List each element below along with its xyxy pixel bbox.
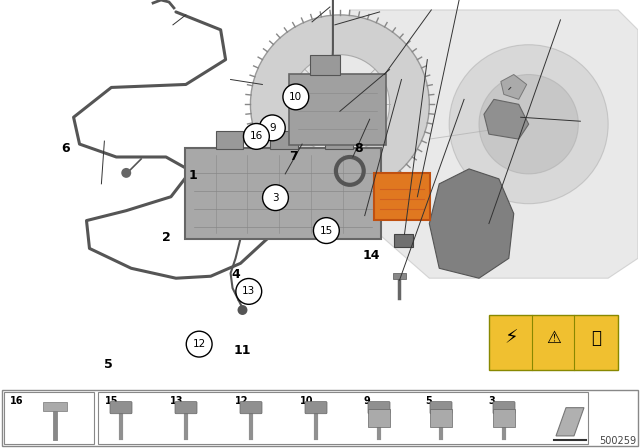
Text: 16: 16 xyxy=(10,396,24,405)
Text: 🖐: 🖐 xyxy=(591,329,601,347)
FancyBboxPatch shape xyxy=(310,55,340,74)
Circle shape xyxy=(283,84,308,110)
FancyBboxPatch shape xyxy=(98,392,588,444)
FancyBboxPatch shape xyxy=(489,315,618,370)
FancyBboxPatch shape xyxy=(493,409,515,427)
FancyBboxPatch shape xyxy=(368,409,390,427)
FancyBboxPatch shape xyxy=(43,401,67,411)
Circle shape xyxy=(186,331,212,357)
Text: 15: 15 xyxy=(320,226,333,236)
FancyBboxPatch shape xyxy=(325,131,353,149)
FancyBboxPatch shape xyxy=(175,401,197,414)
Circle shape xyxy=(236,279,262,304)
Text: ⚡: ⚡ xyxy=(504,328,518,347)
FancyBboxPatch shape xyxy=(493,401,515,414)
Circle shape xyxy=(320,85,360,124)
Text: 12: 12 xyxy=(193,339,206,349)
Text: 13: 13 xyxy=(170,396,184,405)
Text: 5: 5 xyxy=(104,358,113,371)
FancyBboxPatch shape xyxy=(289,73,385,145)
Text: 1: 1 xyxy=(188,168,197,181)
Polygon shape xyxy=(484,99,529,139)
Polygon shape xyxy=(429,169,514,278)
Text: 4: 4 xyxy=(232,268,241,281)
Circle shape xyxy=(243,124,269,149)
Text: 7: 7 xyxy=(289,151,298,164)
FancyBboxPatch shape xyxy=(374,173,430,220)
Circle shape xyxy=(314,218,339,244)
Text: 6: 6 xyxy=(61,142,70,155)
Text: 2: 2 xyxy=(162,231,170,244)
Text: 9: 9 xyxy=(269,123,276,133)
FancyBboxPatch shape xyxy=(4,392,94,444)
FancyBboxPatch shape xyxy=(305,401,327,414)
FancyBboxPatch shape xyxy=(392,273,406,279)
FancyBboxPatch shape xyxy=(216,131,243,149)
Polygon shape xyxy=(501,74,527,99)
FancyBboxPatch shape xyxy=(240,401,262,414)
Circle shape xyxy=(250,15,429,194)
Text: 8: 8 xyxy=(354,142,362,155)
FancyBboxPatch shape xyxy=(185,148,381,240)
FancyBboxPatch shape xyxy=(270,131,298,149)
Text: ⚠: ⚠ xyxy=(546,329,561,347)
Text: 10: 10 xyxy=(289,92,302,102)
Circle shape xyxy=(479,74,579,174)
Text: 11: 11 xyxy=(234,344,251,357)
Text: 3: 3 xyxy=(488,396,495,405)
Circle shape xyxy=(262,185,289,211)
Text: 10: 10 xyxy=(300,396,314,405)
Circle shape xyxy=(290,55,390,154)
FancyBboxPatch shape xyxy=(2,389,638,446)
Circle shape xyxy=(449,45,608,204)
Text: 3: 3 xyxy=(272,193,279,202)
FancyBboxPatch shape xyxy=(110,401,132,414)
Text: 12: 12 xyxy=(235,396,248,405)
Text: 500259: 500259 xyxy=(599,436,636,446)
Circle shape xyxy=(237,305,248,315)
Text: 16: 16 xyxy=(250,131,263,142)
Text: 14: 14 xyxy=(362,249,380,262)
Text: 13: 13 xyxy=(242,286,255,297)
Text: 5: 5 xyxy=(425,396,432,405)
FancyBboxPatch shape xyxy=(394,233,413,247)
Circle shape xyxy=(121,168,131,178)
FancyBboxPatch shape xyxy=(430,401,452,414)
Text: 9: 9 xyxy=(363,396,370,405)
FancyBboxPatch shape xyxy=(368,401,390,414)
FancyBboxPatch shape xyxy=(430,409,452,427)
Circle shape xyxy=(259,115,285,141)
Polygon shape xyxy=(350,10,638,278)
Text: 15: 15 xyxy=(105,396,118,405)
Polygon shape xyxy=(556,408,584,436)
